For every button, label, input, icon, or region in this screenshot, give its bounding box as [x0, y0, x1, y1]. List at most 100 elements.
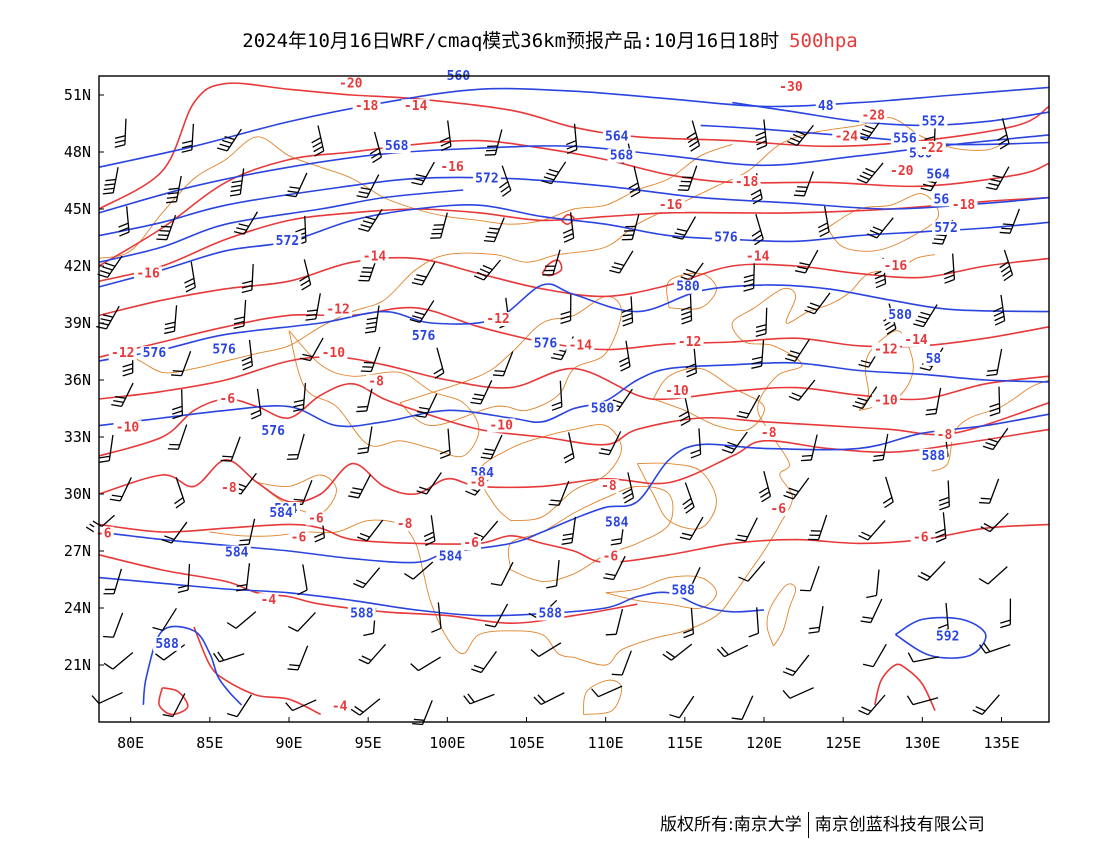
wind-barb: [541, 161, 567, 185]
height-contour: [98, 86, 1050, 168]
wind-barb-flag: [874, 274, 885, 280]
wind-barb-flag: [866, 594, 877, 599]
wind-barb-flag: [980, 497, 992, 500]
wind-barb: [662, 643, 693, 661]
wind-barb: [410, 656, 441, 672]
wind-barb-flag: [241, 356, 252, 362]
wind-barb: [473, 259, 501, 281]
wind-barb-flag: [622, 312, 633, 318]
wind-barb-flag: [463, 695, 471, 705]
wind-barb-flag: [418, 406, 430, 410]
wind-barb: [605, 608, 624, 636]
height-label: 580: [888, 308, 912, 323]
wind-barb-flag: [356, 410, 367, 413]
wind-barb-flag: [681, 315, 692, 321]
wind-barb-flag: [672, 236, 683, 240]
wind-barb: [226, 611, 257, 629]
wind-barb-flag: [550, 357, 562, 361]
wind-barb-flag: [998, 138, 1009, 146]
height-label: 588: [350, 607, 374, 622]
wind-barb-flag: [411, 181, 422, 186]
wind-barb: [484, 603, 509, 628]
wind-barb-flag: [293, 498, 305, 501]
wind-barb-flag: [533, 696, 542, 705]
temperature-label: -16: [440, 160, 464, 175]
height-label-bg: [712, 230, 740, 245]
y-tick-label: 39N: [64, 314, 91, 332]
wind-barb-flag: [622, 321, 633, 327]
wind-barb-flag: [756, 140, 767, 146]
wind-barb-flag: [91, 695, 100, 704]
wind-barb-flag: [350, 708, 361, 716]
height-label: 588: [539, 607, 563, 622]
wind-barb-flag: [605, 573, 616, 577]
wind-barb-flag: [857, 397, 868, 402]
wind-barb: [293, 383, 307, 412]
wind-barb: [917, 561, 946, 581]
wind-barb: [799, 565, 820, 592]
wind-barb-flag: [412, 315, 423, 320]
wind-barb-flag: [611, 673, 623, 676]
wind-barb-flag: [754, 238, 764, 246]
wind-barb-flag: [755, 333, 767, 338]
wind-barb-flag: [185, 286, 196, 293]
wind-barb-flag: [241, 289, 253, 294]
wind-barb: [416, 472, 442, 495]
wind-barb-flag: [251, 414, 262, 420]
wind-barb: [782, 654, 810, 677]
wind-barb-flag: [987, 369, 998, 372]
wind-barb: [907, 652, 939, 663]
height-label-bg: [890, 131, 919, 146]
height-label: 572: [276, 234, 299, 249]
wind-barb-flag: [412, 722, 423, 726]
wind-barb-flag: [484, 624, 496, 628]
wind-barb: [736, 394, 761, 419]
wind-barb-flag: [473, 664, 485, 670]
wind-barb-flag: [937, 623, 949, 629]
wind-barb: [1000, 598, 1012, 629]
wind-barb: [986, 166, 1010, 191]
wind-barb-flag: [242, 280, 253, 285]
wind-barb-flag: [313, 145, 324, 153]
wind-barb-flag: [560, 310, 571, 316]
wind-barb: [628, 166, 641, 198]
wind-barb-flag: [886, 328, 897, 335]
wind-barb-flag: [155, 653, 165, 661]
wind-barb-flag: [360, 370, 372, 373]
wind-barb: [411, 261, 436, 286]
wind-barb: [439, 428, 451, 459]
wind-barb-flag: [177, 589, 189, 594]
wind-barb-flag: [365, 216, 376, 221]
wind-barb-flag: [619, 361, 630, 368]
height-contour: [98, 361, 1050, 428]
wind-barb-flag: [168, 187, 180, 191]
map-title: 2024年10月16日WRF/cmaq模式36km预报产品:10月16日18时 5…: [0, 26, 1100, 53]
wind-barb: [533, 692, 565, 706]
wind-barb: [906, 695, 939, 706]
wind-barb-flag: [743, 274, 755, 279]
wind-barb-flag: [167, 192, 179, 195]
wind-barb-flag: [809, 302, 821, 308]
wind-barb-flag: [622, 317, 633, 323]
temperature-label: -6: [603, 550, 619, 565]
country-borders: [98, 117, 1050, 715]
wind-barb: [603, 555, 626, 581]
height-label-bg: [602, 129, 631, 144]
wind-barb: [297, 564, 308, 596]
wind-barb-flag: [417, 410, 428, 414]
wind-barb: [751, 340, 765, 369]
height-label-bg: [531, 336, 560, 351]
height-label: 588: [155, 637, 179, 652]
wind-barb-flag: [735, 538, 746, 542]
y-tick-label: 36N: [64, 371, 91, 389]
wind-barb-flag: [293, 403, 304, 408]
height-contour: [98, 204, 1050, 288]
wind-barb-flag: [474, 393, 485, 397]
wind-barb-flag: [220, 459, 232, 462]
wind-barb-flag: [164, 535, 175, 541]
border-line: [98, 136, 733, 259]
wind-barb-flag: [410, 663, 419, 672]
wind-barb-flag: [287, 668, 299, 671]
wind-barb-flag: [182, 140, 193, 144]
height-label-bg: [919, 114, 948, 129]
